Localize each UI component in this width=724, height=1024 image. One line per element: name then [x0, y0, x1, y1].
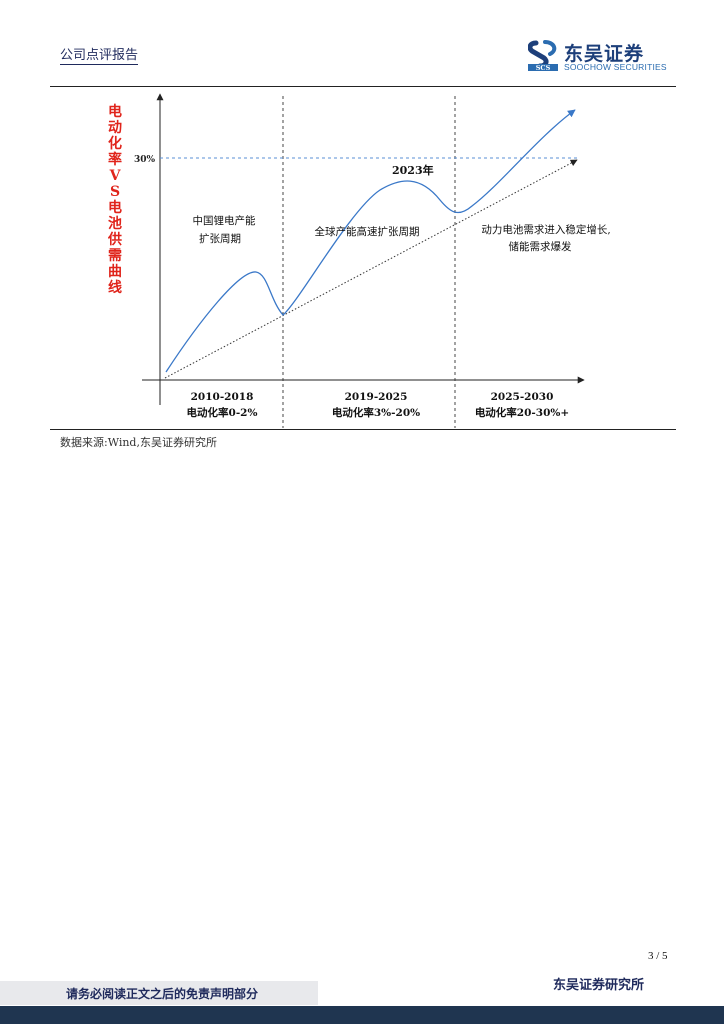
footer-bar — [0, 1006, 724, 1024]
supply-demand-curve — [165, 109, 576, 373]
phase-note-1-line2: 扩张周期 — [199, 232, 241, 245]
logo-company-name: 东吴证券 — [564, 43, 645, 65]
footer-company: 东吴证券研究所 — [553, 978, 645, 993]
disclaimer-text: 请务必阅读正文之后的免责声明部分 — [66, 987, 259, 1001]
period-1-rate: 电动化率0-2% — [187, 406, 258, 419]
logo-mark-icon: SCS — [528, 40, 558, 72]
figure-source-note: 数据来源:Wind,东吴证券研究所 — [60, 436, 217, 449]
report-type-title: 公司点评报告 — [60, 44, 139, 65]
ytick-label: 30% — [134, 155, 156, 165]
period-3-years: 2025-2030 — [491, 391, 554, 403]
figure-vertical-title: 电动化率VS电池供需曲线 — [108, 104, 122, 296]
page-number: 3 / 5 — [648, 950, 668, 962]
year-marker-label: 2023年 — [392, 163, 434, 177]
period-2-years: 2019-2025 — [345, 391, 408, 403]
ev-battery-cycle-diagram: 30% 2023年 中国锂电产能 扩张周期 全球产能高速扩张周期 动力电池需求进… — [134, 93, 611, 428]
logo-english-name: SOOCHOW SECURITIES — [564, 62, 667, 72]
phase-note-2: 全球产能高速扩张周期 — [315, 225, 420, 238]
header-divider — [50, 86, 676, 87]
disclaimer-banner: 请务必阅读正文之后的免责声明部分 — [0, 981, 318, 1005]
trend-line — [164, 159, 578, 379]
phase-note-3-line2: 储能需求爆发 — [509, 240, 572, 253]
period-1-years: 2010-2018 — [191, 391, 254, 403]
figure-divider — [50, 429, 676, 430]
period-3-rate: 电动化率20-30%+ — [475, 406, 569, 419]
phase-note-1-line1: 中国锂电产能 — [193, 214, 256, 227]
brand-logo: SCS 东吴证券 SOOCHOW SECURITIES — [528, 40, 678, 74]
logo-mark-text: SCS — [536, 64, 551, 72]
phase-note-3-line1: 动力电池需求进入稳定增长, — [481, 223, 610, 236]
period-2-rate: 电动化率3%-20% — [332, 406, 420, 419]
